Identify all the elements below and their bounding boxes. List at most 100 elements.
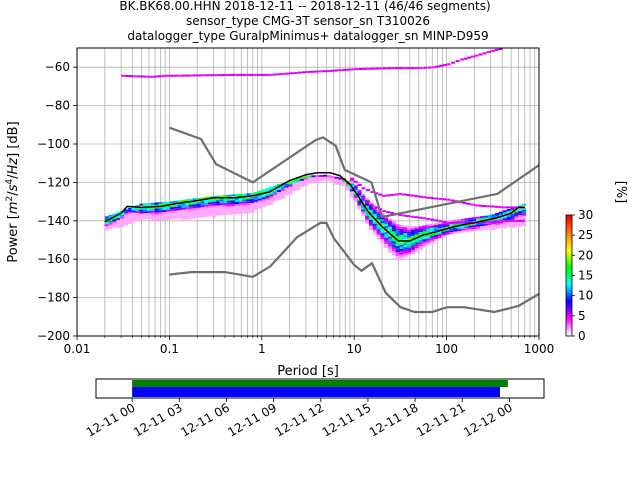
density-cell bbox=[158, 216, 163, 219]
density-cell bbox=[200, 209, 205, 212]
density-cell bbox=[426, 230, 431, 233]
density-cell bbox=[227, 202, 232, 205]
colorbar-swatch bbox=[566, 287, 572, 291]
density-cell bbox=[491, 222, 496, 225]
density-cell bbox=[246, 209, 251, 212]
density-cell bbox=[414, 244, 419, 247]
colorbar-swatch bbox=[566, 327, 572, 331]
density-cell bbox=[391, 223, 396, 226]
colorbar-label: [%] bbox=[613, 181, 628, 204]
density-cell bbox=[143, 213, 148, 216]
outlier-cell-spread bbox=[490, 220, 495, 223]
density-cell bbox=[112, 213, 117, 216]
outlier-cell-top bbox=[249, 73, 254, 76]
density-cell bbox=[288, 192, 293, 195]
density-cell bbox=[277, 198, 282, 200]
density-cell bbox=[181, 205, 186, 208]
density-cell bbox=[365, 211, 370, 214]
density-cell bbox=[464, 228, 469, 231]
density-cell bbox=[246, 203, 251, 206]
density-cell bbox=[227, 204, 232, 207]
density-cell bbox=[273, 195, 278, 198]
density-cell bbox=[265, 193, 270, 196]
density-cell bbox=[399, 250, 404, 253]
outlier-cell-spread bbox=[502, 206, 507, 209]
density-cell bbox=[277, 184, 282, 186]
outlier-cell-top bbox=[185, 74, 190, 77]
density-cell bbox=[227, 198, 232, 201]
density-cell bbox=[192, 202, 197, 205]
density-cell bbox=[403, 237, 408, 240]
density-cell bbox=[388, 222, 393, 225]
density-cell bbox=[365, 219, 370, 222]
y-tick-label: −60 bbox=[45, 60, 70, 74]
density-cell bbox=[231, 198, 236, 201]
density-cell bbox=[231, 206, 236, 209]
density-cell bbox=[200, 197, 205, 200]
density-cell bbox=[139, 207, 144, 210]
x-axis-ticks: 0.01 0.1 1 10 100 1000 bbox=[64, 336, 554, 356]
colorbar-swatch bbox=[566, 273, 572, 276]
density-cell bbox=[426, 224, 431, 227]
outlier-cell-top bbox=[432, 66, 437, 69]
density-cell bbox=[403, 255, 408, 258]
density-cell bbox=[487, 223, 492, 226]
y-tick-label: −80 bbox=[45, 99, 70, 113]
density-cell bbox=[388, 228, 393, 231]
density-cell bbox=[246, 199, 251, 202]
density-cell bbox=[189, 198, 194, 201]
density-cell bbox=[212, 213, 217, 216]
density-cell bbox=[453, 223, 458, 226]
density-cell bbox=[246, 201, 251, 204]
colorbar-swatch bbox=[566, 301, 572, 305]
outlier-cell-spread bbox=[446, 221, 451, 224]
density-cell bbox=[403, 233, 408, 236]
outlier-cell-top bbox=[173, 74, 178, 77]
density-cell bbox=[487, 215, 492, 218]
density-cell bbox=[522, 211, 527, 214]
density-cell bbox=[284, 191, 289, 194]
density-cell bbox=[349, 195, 354, 198]
density-cell bbox=[384, 236, 389, 238]
density-cell bbox=[177, 216, 182, 219]
density-cell bbox=[135, 213, 140, 216]
colorbar-swatch bbox=[566, 295, 572, 299]
density-cell bbox=[522, 215, 527, 218]
density-cell bbox=[418, 242, 423, 245]
density-cell bbox=[487, 217, 492, 220]
density-cell bbox=[502, 224, 507, 227]
density-cell bbox=[208, 202, 213, 205]
density-cell bbox=[445, 230, 450, 233]
density-cell bbox=[303, 177, 308, 180]
density-cell bbox=[250, 209, 255, 211]
density-cell bbox=[139, 215, 144, 218]
colorbar-swatch bbox=[566, 285, 572, 288]
density-cell bbox=[349, 193, 354, 196]
density-cell bbox=[407, 231, 412, 234]
outlier-cell-spread bbox=[402, 214, 407, 217]
density-cell bbox=[315, 175, 320, 178]
outlier-cell-spread bbox=[414, 195, 419, 198]
density-cell bbox=[212, 209, 217, 212]
density-cell bbox=[380, 237, 385, 240]
colorbar-swatch bbox=[566, 297, 572, 301]
density-cell bbox=[104, 222, 109, 225]
density-cell bbox=[430, 225, 435, 228]
density-cell bbox=[150, 212, 155, 215]
density-cell bbox=[357, 193, 362, 196]
colorbar-swatch bbox=[566, 315, 572, 319]
density-cell bbox=[265, 195, 270, 198]
colorbar-swatch bbox=[566, 261, 572, 264]
density-cell bbox=[146, 207, 151, 209]
density-cell bbox=[472, 225, 477, 228]
density-cell bbox=[242, 199, 247, 202]
outlier-cell-spread bbox=[434, 219, 439, 222]
density-cell bbox=[399, 252, 404, 255]
density-cell bbox=[261, 191, 266, 194]
density-cell bbox=[234, 202, 239, 205]
density-cell bbox=[162, 208, 167, 210]
density-cell bbox=[150, 202, 155, 205]
outlier-cell-spread bbox=[386, 211, 391, 214]
density-cell bbox=[288, 184, 293, 187]
outlier-cell-top bbox=[423, 66, 428, 69]
